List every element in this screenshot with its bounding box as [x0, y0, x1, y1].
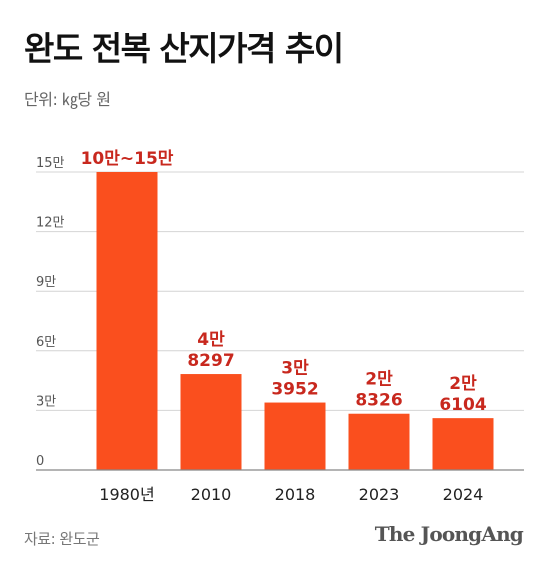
y-tick-label: 0: [36, 454, 44, 469]
x-tick-label: 1980년: [99, 485, 154, 504]
x-tick-label: 2023: [359, 485, 400, 504]
y-tick-label: 15만: [36, 156, 65, 171]
bar: [180, 374, 242, 470]
value-label: 6104: [439, 395, 486, 415]
bar-chart: 0 3만 6만 9만 12만 15만 1980년 2010 2018 2023 2024 10만~…: [36, 149, 524, 504]
value-label: 8297: [187, 351, 234, 371]
bars: [96, 172, 494, 470]
value-label: 2만: [365, 370, 393, 390]
chart-title: 완도 전복 산지가격 추이: [24, 29, 344, 68]
value-label: 2만: [449, 374, 477, 394]
x-tick-label: 2010: [191, 485, 232, 504]
value-label: 4만: [197, 330, 225, 350]
brand-logo: The JoongAng: [374, 522, 524, 546]
y-tick-labels: 0 3만 6만 9만 12만 15만: [36, 156, 65, 469]
y-tick-label: 12만: [36, 216, 65, 231]
value-label: 10만~15만: [81, 149, 174, 169]
bar: [432, 418, 494, 470]
value-label: 3952: [271, 380, 318, 400]
x-tick-labels: 1980년 2010 2018 2023 2024: [99, 485, 483, 504]
value-label: 3만: [281, 359, 309, 379]
x-tick-label: 2018: [275, 485, 316, 504]
value-label: 8326: [355, 391, 402, 411]
unit-label: 단위: ㎏당 원: [24, 90, 111, 109]
x-tick-label: 2024: [443, 485, 484, 504]
bar: [264, 402, 326, 470]
y-tick-label: 3만: [36, 394, 56, 409]
bar: [96, 172, 158, 470]
y-tick-label: 6만: [36, 335, 56, 350]
y-tick-label: 9만: [36, 275, 56, 290]
bar: [348, 413, 410, 470]
source-note: 자료: 완도군: [24, 530, 100, 548]
